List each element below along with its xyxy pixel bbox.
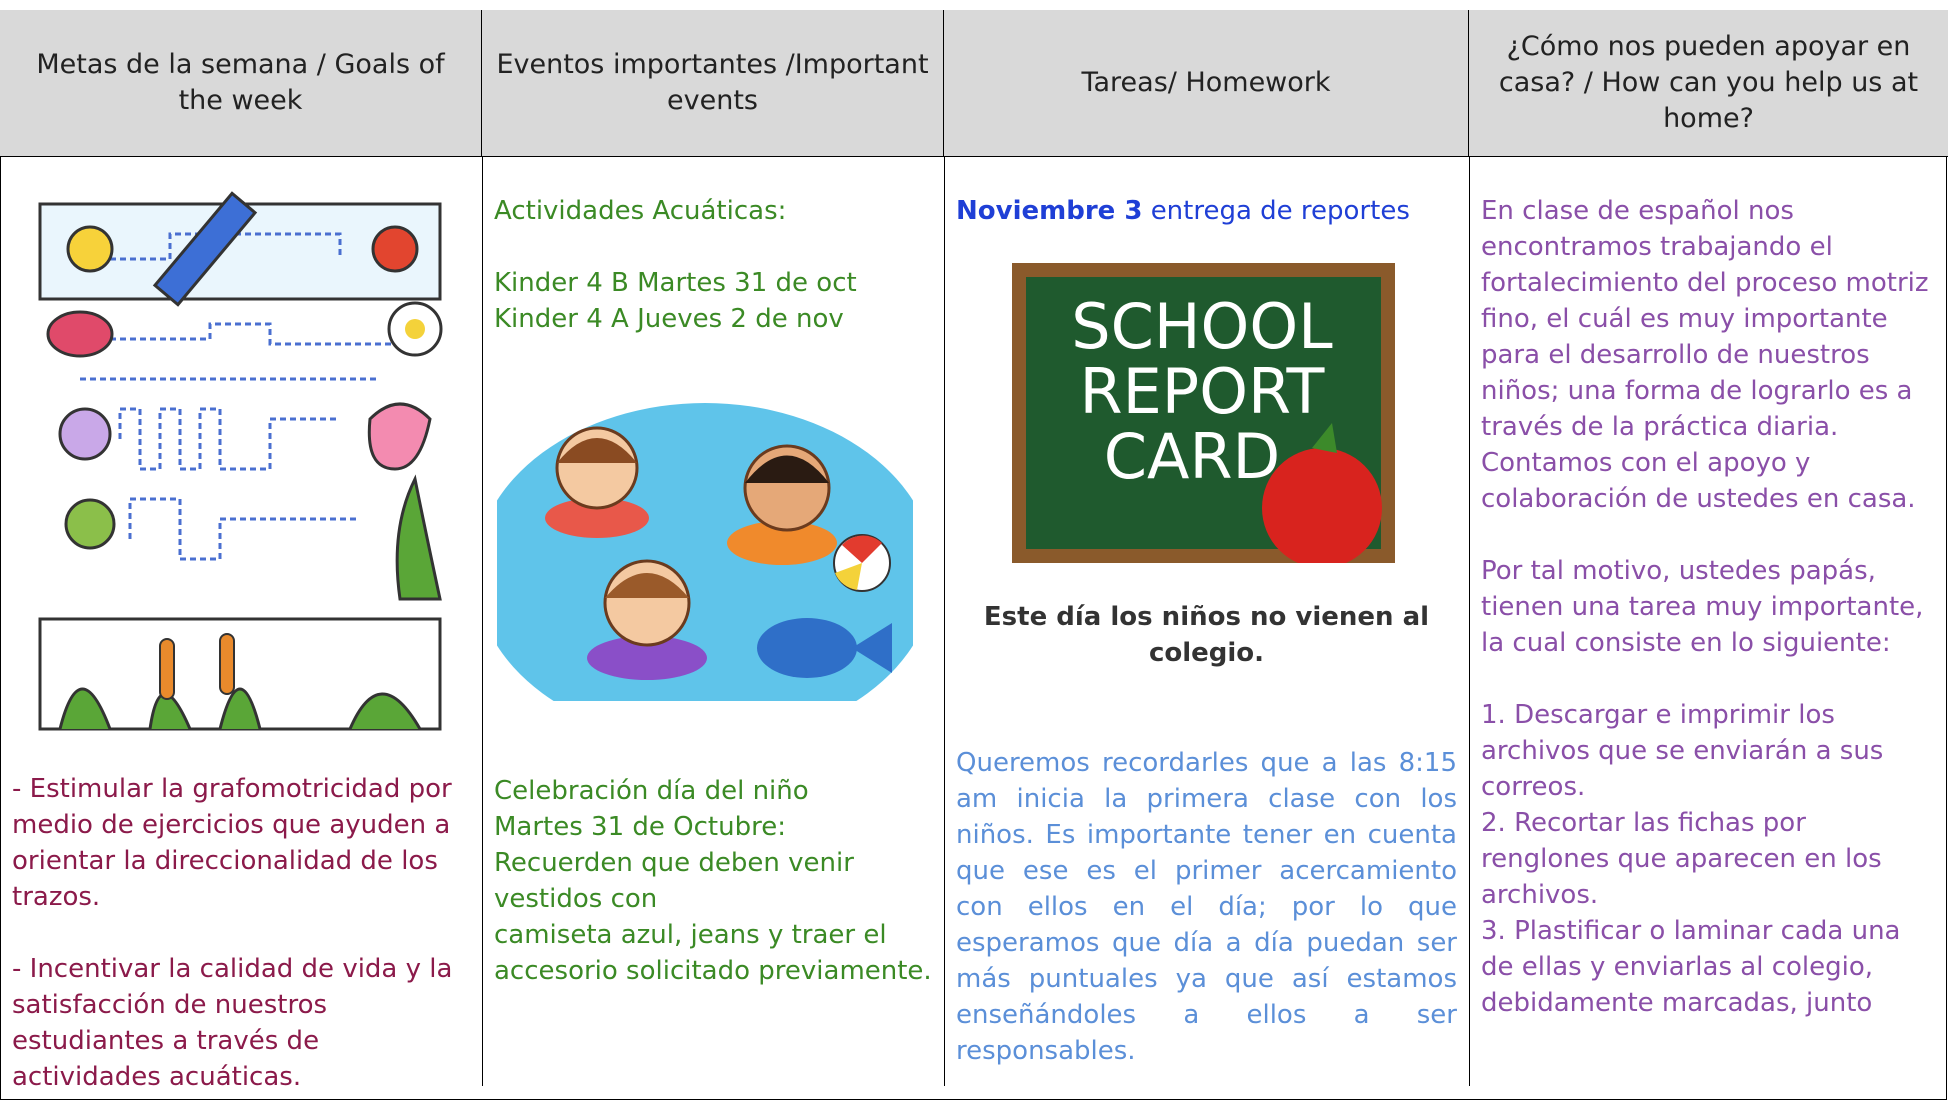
help-step: 2. Recortar las fichas por renglones que… xyxy=(1481,808,1882,910)
notice: Este día los niños no vienen al colegio. xyxy=(983,602,1430,668)
pool-illustration xyxy=(497,373,913,701)
help-column: En clase de español nos encontramos trab… xyxy=(1469,157,1948,1086)
help-paragraph: En clase de español nos encontramos trab… xyxy=(1481,196,1929,514)
events-column: Actividades Acuáticas: Kinder 4 B Martes… xyxy=(482,157,944,1086)
column-divider xyxy=(944,157,945,1086)
goals-column: - Estimular la grafomotricidad por medio… xyxy=(0,157,482,1086)
goal-item: - Estimular la grafomotricidad por medio… xyxy=(12,774,452,912)
header-cell: Tareas/ Homework xyxy=(944,10,1469,157)
column-divider xyxy=(1469,157,1470,1086)
board-text: REPORT xyxy=(1080,355,1326,428)
reminder: Queremos recordarles que a las 8:15 am i… xyxy=(956,748,1457,1066)
events-title: Actividades Acuáticas: xyxy=(494,196,787,226)
report-card-image: SCHOOL REPORT CARD xyxy=(1012,263,1395,563)
celebration-line: Celebración día del niño xyxy=(494,776,809,806)
goal-item: - Incentivar la calidad de vida y la sat… xyxy=(12,954,453,1086)
celebration: Celebración día del niño Martes 31 de Oc… xyxy=(494,773,932,989)
date-text: entrega de reportes xyxy=(1150,196,1410,226)
header-cell: Eventos importantes /Important events xyxy=(482,10,944,157)
celebration-line: Martes 31 de Octubre: xyxy=(494,812,786,842)
event-date: Kinder 4 B Martes 31 de oct xyxy=(494,268,857,298)
help-step: 3. Plastificar o laminar cada una de ell… xyxy=(1481,916,1901,1018)
help-paragraph: Por tal motivo, ustedes papás, tienen un… xyxy=(1481,556,1924,658)
homework-column: Noviembre 3 entrega de reportes SCHOOL R… xyxy=(944,157,1469,1086)
celebration-line: camiseta azul, jeans y traer el accesori… xyxy=(494,920,932,986)
event-date: Kinder 4 A Jueves 2 de nov xyxy=(494,304,844,334)
date: Noviembre 3 xyxy=(956,196,1143,226)
header-cell: Metas de la semana / Goals of the week xyxy=(0,10,482,157)
header-cell: ¿Cómo nos pueden apoyar en casa? / How c… xyxy=(1469,10,1948,157)
report-date: Noviembre 3 entrega de reportes xyxy=(956,193,1457,229)
column-divider xyxy=(482,157,483,1086)
board-text: SCHOOL xyxy=(1071,290,1333,363)
board-text: CARD xyxy=(1104,420,1281,493)
tracing-illustration xyxy=(38,191,443,731)
help-step: 1. Descargar e imprimir los archivos que… xyxy=(1481,700,1884,802)
celebration-line: Recuerden que deben venir vestidos con xyxy=(494,848,854,914)
